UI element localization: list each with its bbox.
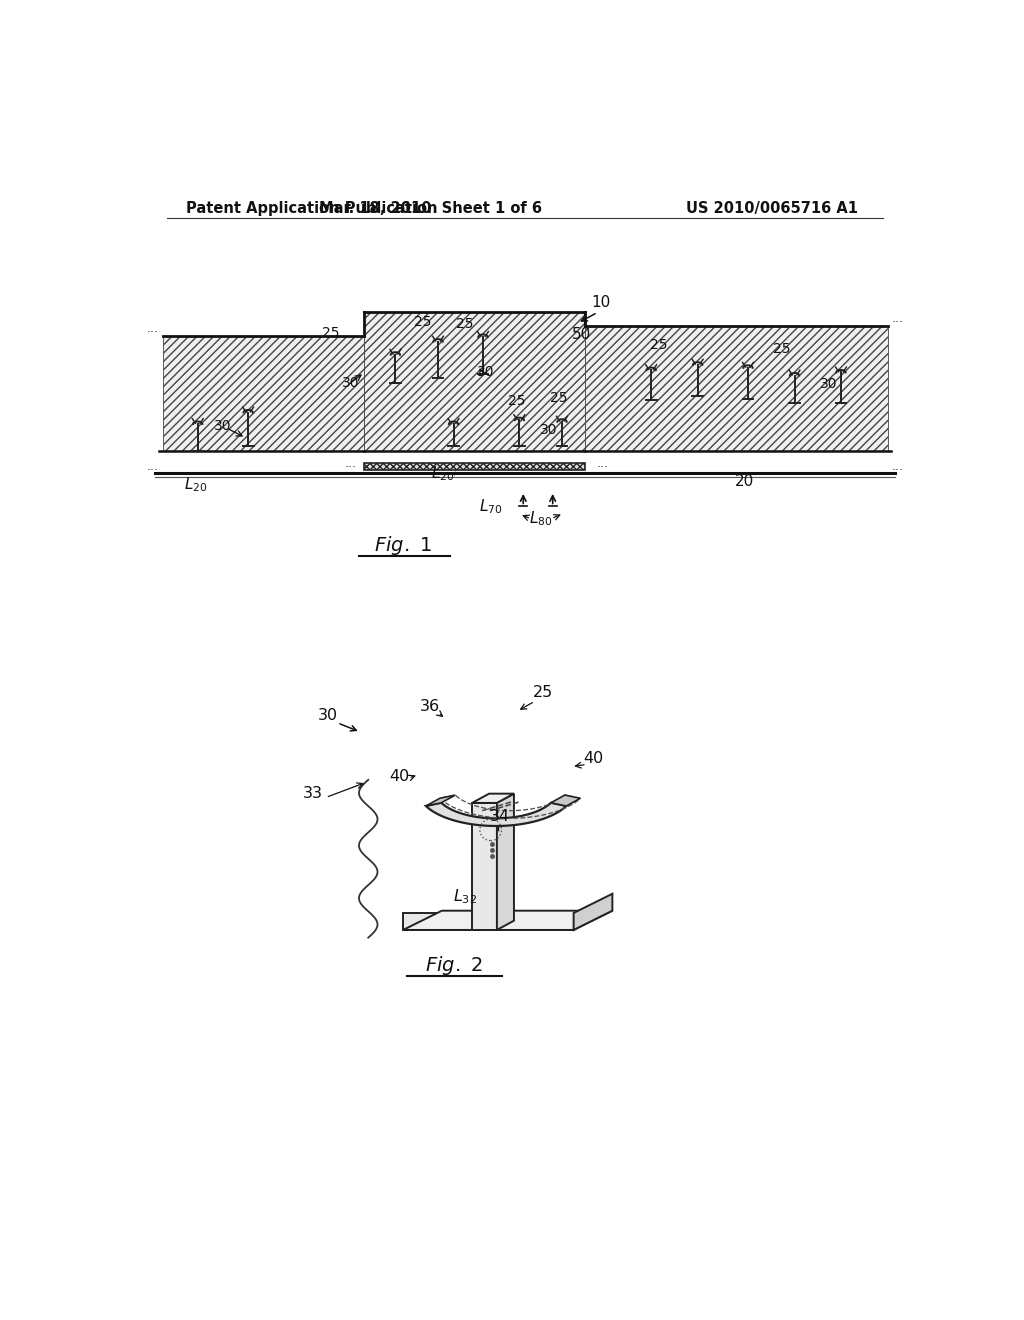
- Polygon shape: [573, 894, 612, 929]
- Text: 25: 25: [323, 326, 340, 341]
- Text: 10: 10: [591, 294, 610, 310]
- Text: 25: 25: [772, 342, 791, 356]
- Polygon shape: [497, 793, 514, 929]
- Text: $\it{Fig.\ 1}$: $\it{Fig.\ 1}$: [374, 535, 432, 557]
- Text: ...: ...: [146, 461, 159, 474]
- Text: 30: 30: [214, 420, 231, 433]
- Text: ...: ...: [344, 457, 356, 470]
- Text: ...: ...: [596, 457, 608, 470]
- Text: 20: 20: [734, 474, 754, 490]
- Text: 34: 34: [489, 809, 510, 824]
- Text: 25: 25: [550, 391, 567, 405]
- Text: 30: 30: [342, 376, 359, 391]
- Polygon shape: [472, 803, 497, 929]
- Text: 25: 25: [508, 393, 525, 408]
- Text: 25: 25: [414, 315, 431, 329]
- Text: 30: 30: [820, 378, 838, 391]
- Text: ...: ...: [892, 313, 903, 326]
- Polygon shape: [365, 313, 586, 451]
- Text: 25: 25: [457, 317, 474, 331]
- Polygon shape: [163, 335, 365, 451]
- Polygon shape: [551, 795, 581, 807]
- Text: US 2010/0065716 A1: US 2010/0065716 A1: [686, 201, 858, 216]
- Text: $\mathsf{\mathit{L}_{20}}$: $\mathsf{\mathit{L}_{20}}$: [184, 475, 208, 494]
- Text: 25: 25: [532, 685, 553, 701]
- Text: $\mathit{L}_{32}$: $\mathit{L}_{32}$: [454, 887, 477, 906]
- Text: ...: ...: [892, 461, 903, 474]
- Polygon shape: [472, 793, 514, 803]
- Text: 33: 33: [302, 785, 323, 800]
- Text: 30: 30: [540, 424, 558, 437]
- Text: 40: 40: [389, 768, 410, 784]
- Text: Patent Application Publication: Patent Application Publication: [186, 201, 437, 216]
- Text: $\it{Fig.\ 2}$: $\it{Fig.\ 2}$: [425, 954, 482, 977]
- Polygon shape: [586, 326, 888, 451]
- Polygon shape: [403, 911, 612, 929]
- Polygon shape: [426, 803, 566, 826]
- Text: 30: 30: [477, 364, 495, 379]
- Text: Mar. 18, 2010  Sheet 1 of 6: Mar. 18, 2010 Sheet 1 of 6: [318, 201, 542, 216]
- Text: 36: 36: [420, 700, 440, 714]
- Text: $\mathsf{\mathit{L}_{80}}$: $\mathsf{\mathit{L}_{80}}$: [529, 510, 553, 528]
- Bar: [365, 462, 586, 470]
- Polygon shape: [426, 795, 456, 807]
- Text: 40: 40: [583, 751, 603, 766]
- Polygon shape: [403, 913, 573, 929]
- Text: ...: ...: [146, 322, 159, 335]
- Text: 25: 25: [650, 338, 668, 352]
- Text: $\mathsf{\mathit{L}_{70}}$: $\mathsf{\mathit{L}_{70}}$: [479, 498, 503, 516]
- Text: 50: 50: [571, 327, 591, 342]
- Text: $\mathsf{\mathit{L}_{20'}}$: $\mathsf{\mathit{L}_{20'}}$: [431, 465, 458, 483]
- Text: 30: 30: [317, 709, 338, 723]
